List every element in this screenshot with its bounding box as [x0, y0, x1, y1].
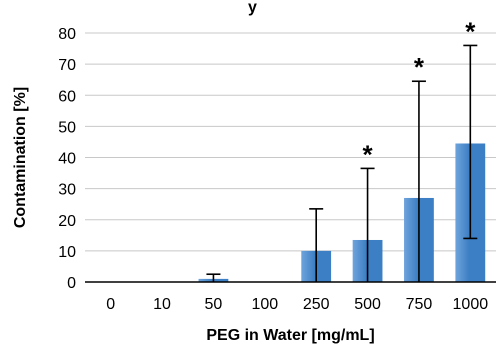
error-bar [411, 80, 426, 282]
significance-star: * [363, 139, 374, 169]
y-tick-label: 50 [58, 119, 76, 136]
x-tick-label: 100 [251, 296, 278, 313]
x-tick-label: 250 [303, 296, 330, 313]
error-bar [463, 44, 478, 240]
y-tick-label: 10 [58, 244, 76, 261]
error-bars [206, 44, 478, 282]
x-axis-ticks: 0 10 50 100 250 500 750 1000 [106, 296, 488, 313]
y-tick-label: 30 [58, 182, 76, 199]
x-tick-label: 750 [406, 296, 433, 313]
significance-markers: * * * [363, 16, 477, 169]
x-tick-label: 50 [205, 296, 223, 313]
x-tick-label: 500 [354, 296, 381, 313]
error-bar [309, 208, 324, 282]
top-text-fragment: y [248, 0, 257, 16]
y-tick-label: 40 [58, 151, 76, 168]
y-tick-label: 0 [67, 275, 76, 292]
y-axis-title: Contamination [%] [12, 87, 29, 228]
y-axis-ticks: 0 10 20 30 40 50 60 70 80 [58, 26, 76, 292]
y-tick-label: 20 [58, 213, 76, 230]
grid-lines [85, 32, 496, 252]
y-tick-label: 80 [58, 26, 76, 43]
significance-star: * [414, 52, 425, 82]
x-tick-label: 0 [106, 296, 115, 313]
y-tick-label: 70 [58, 57, 76, 74]
x-tick-label: 1000 [453, 296, 489, 313]
y-tick-label: 60 [58, 88, 76, 105]
significance-star: * [465, 16, 476, 46]
bars [198, 143, 486, 282]
error-bar [206, 273, 221, 282]
x-axis-title: PEG in Water [mg/mL] [206, 327, 374, 344]
error-bar [360, 167, 375, 282]
x-tick-label: 10 [153, 296, 171, 313]
